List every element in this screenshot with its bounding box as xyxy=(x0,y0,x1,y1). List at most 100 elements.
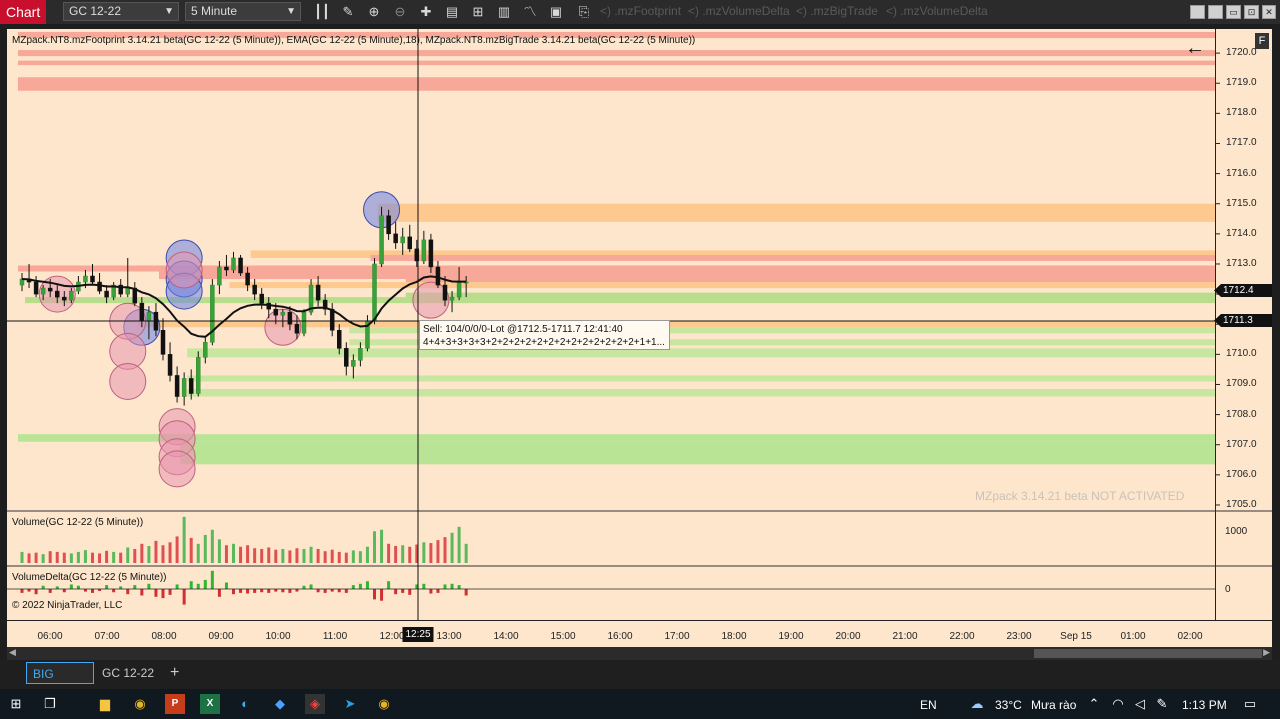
time-label: 02:00 xyxy=(1177,631,1203,642)
volume-bar xyxy=(464,543,468,563)
windows-start-icon[interactable]: ⊞ xyxy=(10,696,22,711)
volume-bar xyxy=(358,551,362,563)
telegram-icon[interactable]: ➤ xyxy=(344,696,356,711)
volume-bar xyxy=(119,552,123,563)
indicator-link-volumedelta[interactable]: <) .mzVolumeDelta xyxy=(688,4,790,18)
time-label: 11:00 xyxy=(322,631,348,642)
excel-icon[interactable]: X xyxy=(200,694,220,714)
add-tab-button[interactable]: + xyxy=(170,664,180,681)
time-label: 19:00 xyxy=(778,631,804,642)
indicator-link-volumedelta-2[interactable]: <) .mzVolumeDelta xyxy=(886,4,988,18)
big-sell-trade xyxy=(165,251,203,289)
powerpoint-icon[interactable]: P xyxy=(165,694,185,714)
delta-bar xyxy=(267,589,271,593)
delta-bar xyxy=(83,589,87,592)
indicator-link-bigtrade[interactable]: <) .mzBigTrade xyxy=(796,4,878,18)
volume-bar xyxy=(337,551,341,563)
big-sell-trade xyxy=(412,281,450,319)
notification-icon[interactable]: ▭ xyxy=(1243,696,1257,711)
candle-body xyxy=(55,290,60,298)
speaker-icon[interactable]: ◁ xyxy=(1135,696,1145,711)
candle-body xyxy=(33,281,39,295)
chrome-icon-2[interactable]: ◉ xyxy=(378,696,390,711)
volume-bar xyxy=(41,554,45,563)
edge-icon[interactable]: ◐ xyxy=(241,696,249,711)
interval-dropdown[interactable]: 5 Minute ▼ xyxy=(185,2,301,21)
chart-tab-bar: BIG GC 12-22 + xyxy=(0,660,1280,688)
chevron-up-icon[interactable]: ⌃ xyxy=(1088,696,1100,711)
horizontal-scrollbar[interactable]: ◀ ▶ xyxy=(7,647,1272,660)
zoom-out-icon[interactable]: ⊖ xyxy=(394,4,406,19)
volume-bar xyxy=(457,526,461,563)
delta-bar xyxy=(288,589,292,593)
wifi-icon[interactable]: ◠ xyxy=(1112,696,1124,711)
candle-body xyxy=(294,323,300,334)
time-label: 15:00 xyxy=(550,631,576,642)
chrome-icon[interactable]: ◉ xyxy=(134,696,146,711)
volume-bar xyxy=(330,549,334,563)
data-box-icon[interactable]: ▤ xyxy=(445,4,459,19)
ema-line xyxy=(21,275,467,338)
candle-body xyxy=(69,290,74,301)
scrollbar-thumb[interactable] xyxy=(1034,649,1262,658)
weather-desc[interactable]: Mưa rào xyxy=(1031,698,1077,712)
restore-button[interactable] xyxy=(1208,5,1223,19)
zoom-in-icon[interactable]: ⊕ xyxy=(368,4,380,19)
candle-body xyxy=(301,311,307,334)
volume-bar xyxy=(175,536,179,563)
bar-type-icon[interactable]: ┃┃ xyxy=(314,4,330,19)
vietnamese-ime-icon[interactable]: ✎ xyxy=(1156,696,1168,711)
time-axis[interactable]: 06:00 07:00 08:00 09:00 10:00 11:00 12:00 13:00… xyxy=(7,620,1272,647)
app-icon-blue[interactable]: ◆ xyxy=(275,696,285,711)
volume-bar xyxy=(309,546,313,563)
chart-tab[interactable]: Chart xyxy=(0,0,46,24)
candle-body xyxy=(231,257,236,271)
crosshair-icon[interactable]: ✚ xyxy=(420,4,432,19)
maximize-button[interactable]: ▭ xyxy=(1226,5,1241,19)
scroll-left-icon[interactable]: ◀ xyxy=(9,647,16,657)
strategies-icon[interactable]: ▥ xyxy=(497,4,511,19)
ninjatrader-icon[interactable]: ◈ xyxy=(305,694,325,714)
file-explorer-icon[interactable]: ▆ xyxy=(100,696,110,711)
price-tick-label: 1705.0 xyxy=(1226,498,1257,510)
minimize-button[interactable] xyxy=(1190,5,1205,19)
candle-body xyxy=(259,293,264,304)
task-view-icon[interactable]: ❐ xyxy=(44,696,56,711)
candle-body xyxy=(196,357,201,394)
price-zone xyxy=(187,375,1216,382)
language-indicator[interactable]: EN xyxy=(920,698,937,712)
f-button[interactable]: F xyxy=(1255,33,1269,49)
instrument-dropdown[interactable]: GC 12-22 ▼ xyxy=(63,2,179,21)
tile-button[interactable]: ⊡ xyxy=(1244,5,1259,19)
close-button[interactable]: ✕ xyxy=(1262,5,1276,19)
time-label: 21:00 xyxy=(892,631,918,642)
volume-bar xyxy=(295,548,299,563)
delta-bar xyxy=(246,589,250,594)
indicator-link-footprint[interactable]: <) .mzFootprint xyxy=(600,4,682,18)
crosshair-price-marker: 1711.3 xyxy=(1214,314,1272,327)
properties-icon[interactable]: ▣ xyxy=(549,4,563,19)
current-price-marker: 1712.4 xyxy=(1214,284,1272,297)
drawing-tool-icon[interactable]: ✎ xyxy=(342,4,354,19)
snapshot-icon[interactable]: ⎘ xyxy=(578,4,590,19)
chart-trader-icon[interactable]: 〽 xyxy=(523,4,537,19)
price-tick-label: 1708.0 xyxy=(1226,408,1257,420)
arrow-left-icon[interactable]: ← xyxy=(1185,37,1205,59)
volume-bar xyxy=(429,543,433,563)
candle-body xyxy=(83,275,88,283)
scroll-right-icon[interactable]: ▶ xyxy=(1263,647,1270,657)
tab-big[interactable]: BIG xyxy=(26,662,94,684)
candle-body xyxy=(351,360,356,367)
price-tick-label: 1720.0 xyxy=(1226,47,1257,59)
weather-icon[interactable]: ☁ xyxy=(970,696,984,711)
tab-gc-12-22[interactable]: GC 12-22 xyxy=(102,666,155,680)
weather-temp[interactable]: 33°C xyxy=(995,698,1022,712)
price-zone xyxy=(18,434,1215,442)
clock[interactable]: 1:13 PM xyxy=(1182,698,1227,712)
indicators-icon[interactable]: ⊞ xyxy=(472,4,484,19)
volume-bar xyxy=(394,546,398,563)
candle-body xyxy=(160,330,166,355)
delta-bar xyxy=(76,585,80,589)
chart-toolbar: Chart GC 12-22 ▼ 5 Minute ▼ ┃┃ ✎ ⊕ ⊖ ✚ ▤… xyxy=(0,0,1280,24)
